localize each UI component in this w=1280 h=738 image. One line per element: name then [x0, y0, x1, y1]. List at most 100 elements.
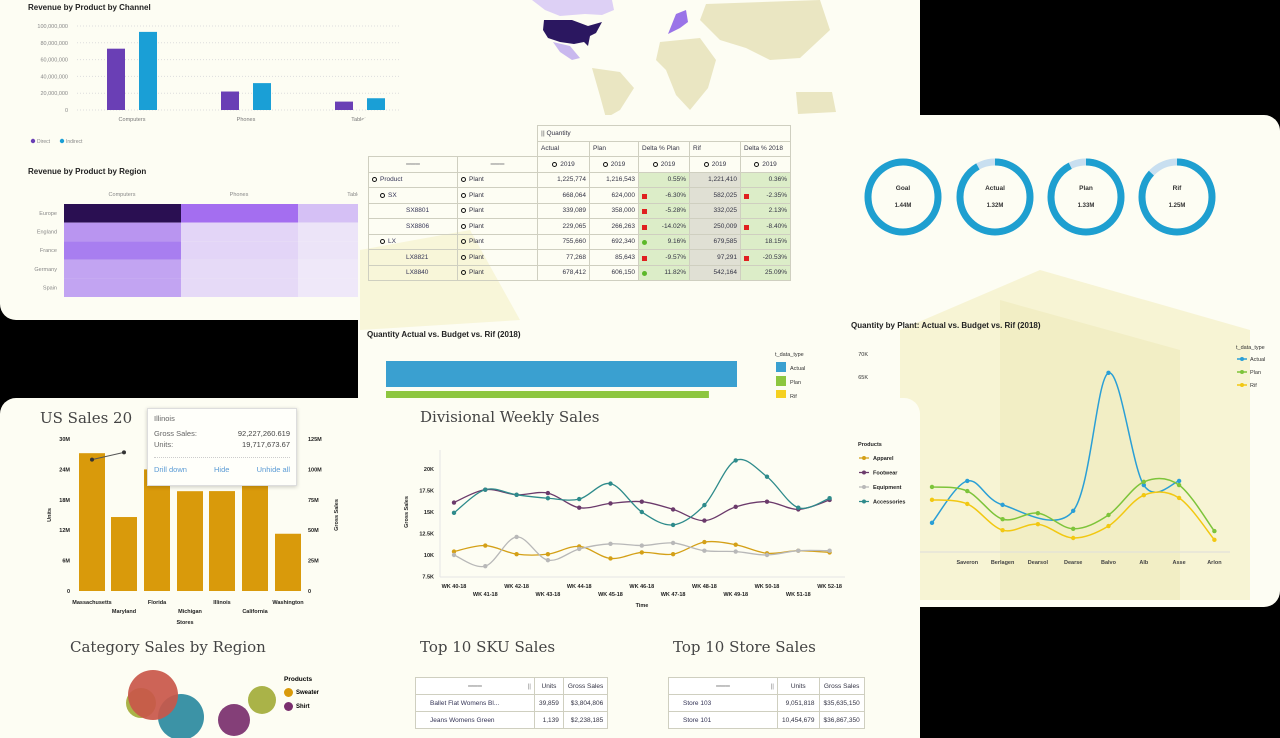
x-tick-label: California [242, 609, 268, 615]
legend-label: Shirt [296, 704, 310, 711]
x-tick-label: WK 45-18 [598, 592, 623, 598]
data-point [639, 543, 644, 548]
data-point [670, 507, 676, 512]
column-header[interactable]: Units [534, 677, 564, 695]
bubble[interactable] [218, 704, 250, 736]
legend-swatch [30, 138, 36, 144]
gross-sales-cell: $2,238,185 [562, 711, 609, 729]
x-tick-label: Maryland [112, 609, 136, 615]
y2-tick-label: 0 [308, 589, 311, 595]
units-cell: 1,139 [534, 711, 564, 729]
data-point [733, 458, 738, 463]
weekly-sales-title: Divisional Weekly Sales [420, 408, 600, 426]
data-point [1071, 508, 1076, 514]
illinois-tooltip: Illinois Gross Sales: 92,227,260.619 Uni… [147, 408, 297, 486]
legend-swatch [59, 138, 65, 144]
x-tick-label: Arlon [1207, 560, 1222, 566]
bar-indirect [253, 83, 271, 110]
legend-swatch [776, 376, 786, 386]
bubble-legend-item[interactable]: Shirt [284, 702, 310, 711]
x-tick-label: Michigan [178, 609, 202, 615]
expand-icon [461, 254, 466, 260]
y-tick-label: 60,000,000 [40, 58, 68, 64]
status-red-icon [744, 224, 749, 230]
name-cell[interactable]: Ballet Flat Womens Bl... [415, 694, 535, 712]
legend-title: t_data_type [775, 352, 804, 358]
data-point [702, 548, 707, 553]
status-red-icon [642, 224, 647, 230]
row-field-handle[interactable]: ═══ || [668, 677, 778, 695]
data-point [90, 457, 94, 462]
column-header[interactable]: Gross Sales [562, 677, 609, 695]
data-point [483, 543, 488, 548]
bubble[interactable] [128, 670, 178, 720]
table-row: Jeans Womens Green 1,139 $2,238,185 [415, 711, 609, 729]
delta-plan-cell: -5.28% [638, 202, 690, 219]
line-actual [931, 372, 1180, 524]
y-tick-label: 20,000,000 [40, 91, 68, 97]
data-point [733, 549, 738, 554]
legend-swatch [284, 702, 293, 711]
y2-tick-label: 50M [308, 528, 319, 534]
data-point [965, 488, 970, 494]
retail-dashboard-card: US Sales 20 Divisional Weekly Sales Cate… [0, 398, 920, 738]
delta-2018-cell: 0.36% [740, 171, 791, 188]
x-tick-label: Computers [119, 117, 146, 123]
x-tick-label: WK 46-18 [629, 584, 654, 590]
y-tick-label: 6M [62, 559, 70, 565]
data-point [796, 548, 801, 553]
map-canada [532, 0, 614, 16]
gross-sales-cell: $35,635,150 [818, 694, 865, 712]
status-red-icon [642, 209, 647, 215]
data-point [1071, 526, 1076, 531]
retail-charts: 0 0 6M 25M 12M 50M 18M 75M 24M 100M 30M 125M Massach… [47, 437, 905, 626]
map-south-america [592, 68, 634, 118]
map-africa [656, 38, 716, 110]
drill-down-link[interactable]: Drill down [154, 465, 187, 474]
x-tick-label: Florida [148, 600, 167, 606]
x-axis-title: Time [636, 603, 649, 609]
delta-2018-cell: -2.35% [740, 187, 791, 204]
y-tick-label: 40,000,000 [40, 74, 68, 80]
legend-marker [1240, 370, 1244, 374]
column-header[interactable]: Gross Sales [818, 677, 865, 695]
x-tick-label: WK 40-18 [442, 584, 467, 590]
plant-cell[interactable]: Plant [457, 264, 538, 281]
data-point [1000, 527, 1005, 533]
data-point [451, 549, 457, 554]
tooltip-gross-label: Gross Sales: [154, 429, 197, 438]
delta-2018-cell: 18.15% [740, 233, 791, 250]
heatmap-cell [64, 222, 181, 242]
name-cell[interactable]: Jeans Womens Green [415, 711, 535, 729]
tooltip-units-value: 19,717,673.67 [242, 440, 290, 449]
y-axis-title: Units [47, 508, 53, 522]
heatmap-cell [64, 204, 181, 223]
bubble[interactable] [248, 686, 276, 714]
data-point [122, 450, 126, 455]
tooltip-divider [154, 457, 290, 458]
name-cell[interactable]: Store 101 [668, 711, 778, 729]
data-point [577, 505, 582, 510]
table-row: Ballet Flat Womens Bl... 39,859 $3,804,806 [415, 694, 609, 712]
row-field-handle[interactable]: ═══ || [415, 677, 535, 695]
data-point [545, 551, 551, 557]
x-tick-label: Phones [237, 117, 256, 123]
us-sales-title: US Sales 20 [40, 409, 133, 427]
category-region-title: Category Sales by Region [70, 638, 266, 656]
name-cell[interactable]: Store 103 [668, 694, 778, 712]
data-point [1212, 537, 1217, 543]
line-rif [931, 491, 1215, 541]
x-tick-label: WK 47-18 [661, 592, 686, 598]
bubble-legend-item[interactable]: Sweater [284, 688, 319, 697]
column-header[interactable]: Units [777, 677, 820, 695]
heatmap-column-label: Computers [109, 192, 136, 198]
bar-units [177, 491, 203, 591]
x-tick-label: Alb [1139, 560, 1149, 566]
data-point [733, 504, 738, 510]
hide-link[interactable]: Hide [214, 465, 230, 474]
unhide-all-link[interactable]: Unhide all [256, 465, 290, 474]
data-point [764, 499, 770, 504]
data-point [1176, 495, 1182, 501]
expand-icon [461, 270, 466, 276]
gauge-label: Actual [985, 185, 1005, 192]
